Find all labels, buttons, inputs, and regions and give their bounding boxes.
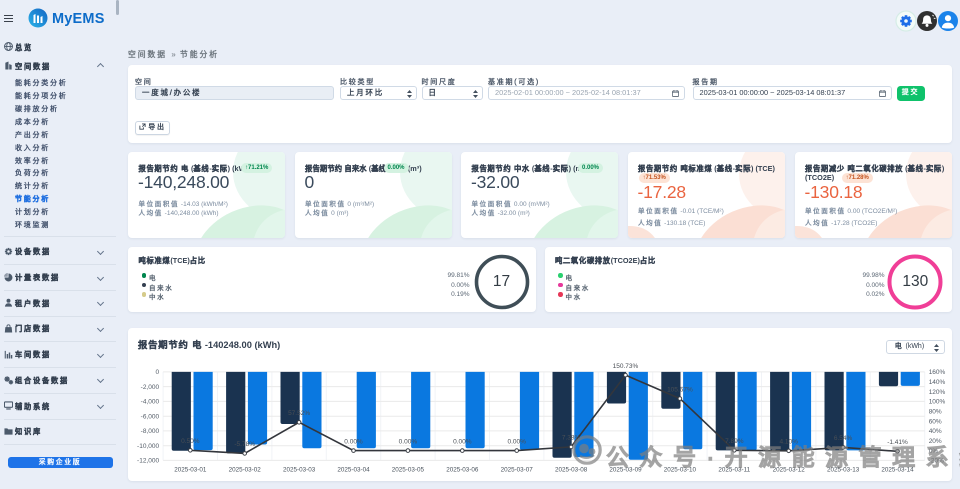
svg-text:0: 0 [155,369,159,376]
svg-text:60%: 60% [929,418,942,425]
svg-text:-12,000: -12,000 [137,458,159,465]
svg-text:7.89%: 7.89% [725,438,744,445]
svg-text:2025-03-07: 2025-03-07 [501,467,534,474]
svg-text:2025-03-05: 2025-03-05 [392,467,425,474]
svg-text:2025-03-04: 2025-03-04 [337,467,370,474]
svg-text:-20%: -20% [929,458,944,465]
svg-text:2025-03-06: 2025-03-06 [446,467,479,474]
svg-text:-4,000: -4,000 [141,399,160,406]
svg-text:0.00%: 0.00% [399,438,418,445]
svg-text:0%: 0% [929,448,939,455]
svg-text:2025-03-02: 2025-03-02 [229,467,262,474]
svg-text:-5.78%: -5.78% [234,441,255,448]
svg-text:57.52%: 57.52% [288,410,310,417]
svg-text:0.00%: 0.00% [507,438,526,445]
svg-text:-8,000: -8,000 [141,428,160,435]
svg-text:2025-03-10: 2025-03-10 [664,467,697,474]
svg-text:-10,000: -10,000 [137,443,159,450]
svg-text:40%: 40% [929,428,942,435]
svg-text:2025-03-13: 2025-03-13 [827,467,860,474]
svg-text:-1.41%: -1.41% [887,439,908,446]
svg-text:80%: 80% [929,408,942,415]
svg-text:0.50%: 0.50% [181,438,200,445]
svg-text:2025-03-14: 2025-03-14 [881,467,914,474]
svg-text:0.00%: 0.00% [453,438,472,445]
svg-text:160%: 160% [929,369,946,376]
svg-text:-2,000: -2,000 [141,384,160,391]
svg-text:2025-03-01: 2025-03-01 [174,467,207,474]
svg-text:0.00%: 0.00% [344,438,363,445]
svg-text:20%: 20% [929,438,942,445]
svg-text:2025-03-12: 2025-03-12 [773,467,806,474]
svg-text:2025-03-09: 2025-03-09 [609,467,642,474]
svg-text:2025-03-11: 2025-03-11 [718,467,750,474]
svg-text:120%: 120% [929,389,946,396]
svg-text:7.38%: 7.38% [562,435,581,442]
svg-text:4.10%: 4.10% [779,439,798,446]
svg-text:6.54%: 6.54% [834,435,853,442]
svg-text:2025-03-08: 2025-03-08 [555,467,588,474]
svg-text:140%: 140% [929,379,946,386]
svg-text:-6,000: -6,000 [141,413,160,420]
svg-text:2025-03-03: 2025-03-03 [283,467,316,474]
svg-text:150.73%: 150.73% [613,363,639,370]
svg-text:105.67%: 105.67% [667,386,693,393]
svg-text:100%: 100% [929,399,946,406]
